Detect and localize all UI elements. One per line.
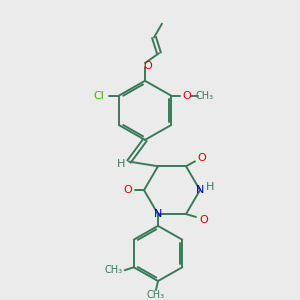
Text: O: O xyxy=(198,153,206,164)
Text: O: O xyxy=(144,61,152,71)
Text: H: H xyxy=(206,182,214,192)
Text: N: N xyxy=(196,185,204,195)
Text: Cl: Cl xyxy=(94,91,104,100)
Text: CH₃: CH₃ xyxy=(105,265,123,275)
Text: N: N xyxy=(154,209,162,219)
Text: O: O xyxy=(124,185,132,195)
Text: O: O xyxy=(200,215,208,225)
Text: H: H xyxy=(117,159,125,169)
Text: CH₃: CH₃ xyxy=(196,91,214,100)
Text: CH₃: CH₃ xyxy=(147,290,165,300)
Text: O: O xyxy=(183,91,191,100)
